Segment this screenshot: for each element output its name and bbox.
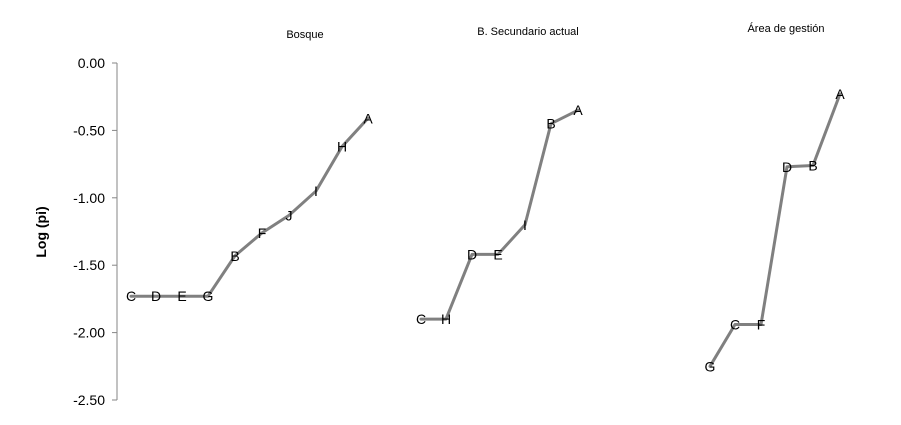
series-title: Área de gestión bbox=[747, 22, 824, 35]
data-point-label: I bbox=[314, 183, 318, 199]
series-line bbox=[419, 108, 580, 321]
data-point-label: F bbox=[258, 225, 267, 241]
data-point-label: B bbox=[230, 248, 239, 264]
data-point-label: C bbox=[126, 288, 136, 304]
y-tick-label: -0.50 bbox=[73, 122, 105, 138]
y-tick-label: -2.00 bbox=[73, 325, 105, 341]
data-point-label: D bbox=[467, 246, 477, 262]
y-axis-label: Log (pi) bbox=[33, 206, 49, 257]
series-title: B. Secundario actual bbox=[477, 26, 579, 38]
series-line bbox=[129, 116, 370, 298]
data-point-label: J bbox=[286, 207, 293, 223]
data-point-label: A bbox=[573, 102, 583, 118]
y-tick-label: 0.00 bbox=[78, 55, 105, 71]
y-tick-label: -1.50 bbox=[73, 257, 105, 273]
series-titles: Bosque B. Secundario actual Área de gestió… bbox=[286, 22, 824, 41]
data-point-label: H bbox=[337, 139, 347, 155]
data-point-label: C bbox=[730, 317, 740, 333]
data-point-label: B bbox=[546, 116, 555, 132]
data-point-label: E bbox=[177, 288, 186, 304]
y-axis-ticks: 0.00 -0.50 -1.00 -1.50 -2.00 -2.50 bbox=[73, 55, 117, 408]
y-tick-label: -1.00 bbox=[73, 190, 105, 206]
data-point-label: C bbox=[416, 311, 426, 327]
data-point-label: F bbox=[757, 317, 766, 333]
data-point-label: G bbox=[705, 358, 716, 374]
data-point-label: E bbox=[493, 246, 502, 262]
data-point-label: D bbox=[151, 288, 161, 304]
series-title: Bosque bbox=[286, 29, 323, 41]
series-line bbox=[708, 92, 842, 368]
data-point-label: D bbox=[782, 159, 792, 175]
y-tick-label: -2.50 bbox=[73, 392, 105, 408]
data-point-label: I bbox=[523, 217, 527, 233]
data-point-label: A bbox=[363, 110, 373, 126]
data-point-label: A bbox=[835, 86, 845, 102]
data-point-label: B bbox=[808, 157, 817, 173]
data-point-label: H bbox=[441, 311, 451, 327]
data-point-label: G bbox=[203, 288, 214, 304]
